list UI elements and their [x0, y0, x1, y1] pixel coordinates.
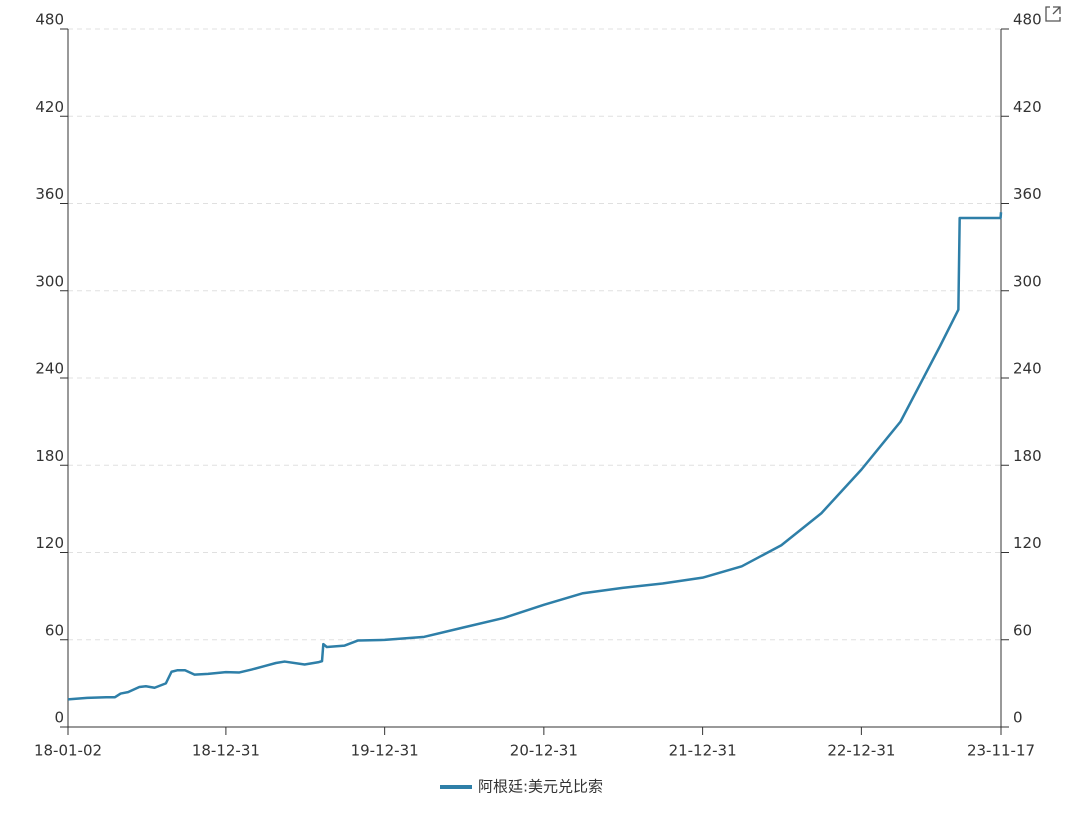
- y2-tick-label: 240: [1013, 360, 1042, 378]
- y-tick-label: 480: [35, 11, 64, 29]
- y-tick-label: 360: [35, 185, 64, 203]
- x-tick-label: 18-12-31: [192, 742, 260, 760]
- legend-label: 阿根廷:美元兑比索: [478, 778, 603, 796]
- expand-frame: [1045, 6, 1061, 22]
- y-tick-label: 120: [35, 534, 64, 552]
- expand-icon[interactable]: [1045, 6, 1061, 22]
- y-tick-label: 420: [35, 98, 64, 116]
- x-tick-label: 19-12-31: [351, 742, 419, 760]
- y2-tick-label: 480: [1013, 11, 1042, 29]
- expand-arrow: [1052, 6, 1061, 15]
- x-tick-label: 18-01-02: [34, 742, 102, 760]
- y-tick-label: 180: [35, 447, 64, 465]
- y2-tick-label: 0: [1013, 709, 1023, 727]
- y2-tick-label: 120: [1013, 534, 1042, 552]
- y-tick-label: 60: [45, 621, 64, 639]
- y2-tick-label: 60: [1013, 621, 1032, 639]
- y-tick-label: 0: [54, 709, 64, 727]
- y2-tick-label: 300: [1013, 272, 1042, 290]
- x-tick-label: 23-11-17: [967, 742, 1035, 760]
- x-tick-label: 21-12-31: [669, 742, 737, 760]
- y2-tick-label: 420: [1013, 98, 1042, 116]
- x-tick-label: 22-12-31: [827, 742, 895, 760]
- data-line: [67, 212, 1003, 701]
- x-tick-label: 20-12-31: [510, 742, 578, 760]
- y2-tick-label: 180: [1013, 447, 1042, 465]
- y-tick-label: 300: [35, 272, 64, 290]
- y-tick-label: 240: [35, 360, 64, 378]
- y2-tick-label: 360: [1013, 185, 1042, 203]
